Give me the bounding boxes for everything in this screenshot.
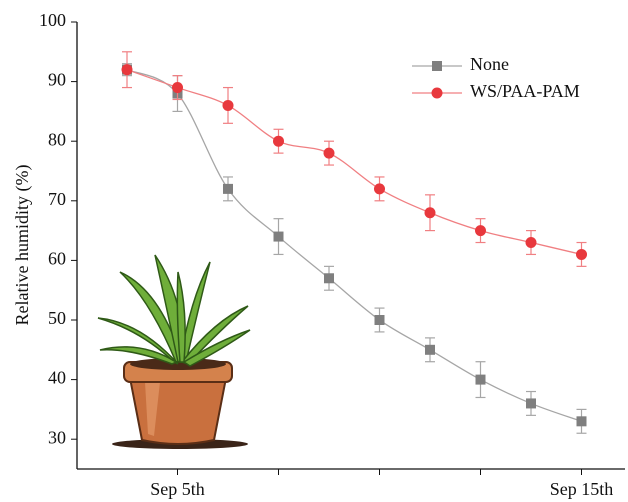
data-point: [324, 273, 334, 284]
legend-marker: [431, 87, 443, 99]
data-point: [121, 64, 133, 76]
y-tick-label: 40: [48, 368, 66, 388]
data-point: [525, 237, 537, 249]
data-point: [273, 135, 284, 147]
data-point: [425, 344, 435, 355]
y-tick-label: 80: [48, 129, 66, 149]
y-axis-label: Relative humidity (%): [12, 165, 33, 326]
y-tick-label: 100: [39, 10, 66, 30]
data-point: [374, 183, 385, 195]
legend-marker: [432, 61, 442, 71]
y-tick-label: 30: [48, 427, 66, 447]
data-point: [475, 374, 486, 385]
data-point: [323, 147, 335, 159]
data-point: [273, 231, 284, 242]
x-tick-label: Sep 15th: [550, 479, 614, 499]
legend-label: WS/PAA-PAM: [470, 81, 580, 101]
data-point: [222, 99, 234, 111]
data-point: [223, 183, 233, 194]
y-tick-label: 70: [48, 189, 66, 209]
data-point: [424, 207, 436, 219]
y-tick-label: 90: [48, 70, 66, 90]
legend-label: None: [470, 54, 509, 74]
data-point: [172, 82, 183, 94]
series-line: [126, 69, 582, 422]
data-point: [576, 248, 587, 260]
data-point: [526, 398, 536, 409]
series-line: [126, 69, 582, 256]
y-tick-label: 60: [48, 249, 66, 269]
data-point: [374, 315, 385, 325]
data-point: [576, 416, 587, 427]
plant-illustration: [97, 254, 251, 449]
data-point: [475, 225, 486, 237]
x-tick-label: Sep 5th: [150, 479, 205, 499]
y-tick-label: 50: [48, 308, 66, 328]
